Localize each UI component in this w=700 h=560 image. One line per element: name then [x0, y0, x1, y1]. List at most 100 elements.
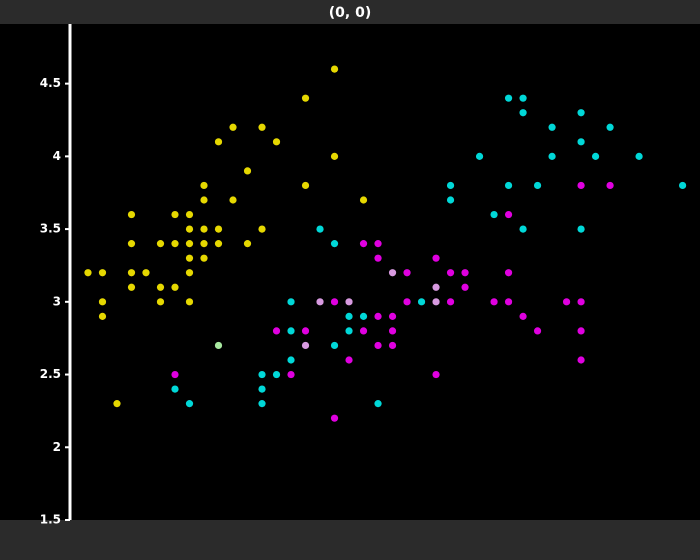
y-tick-label: 1.5	[40, 513, 61, 527]
point	[417, 298, 426, 306]
point	[156, 298, 165, 306]
point	[388, 269, 397, 277]
point	[403, 269, 411, 277]
point	[200, 254, 208, 262]
point	[577, 327, 585, 335]
point	[185, 400, 194, 408]
point	[243, 167, 252, 175]
point	[577, 356, 585, 364]
point	[374, 312, 382, 320]
point	[127, 210, 136, 219]
point	[345, 327, 353, 335]
point	[127, 269, 136, 277]
point	[113, 400, 121, 408]
point	[461, 283, 469, 291]
point	[504, 181, 513, 190]
point	[446, 269, 455, 277]
point	[678, 181, 687, 190]
point	[301, 94, 310, 102]
point	[200, 225, 208, 233]
point	[258, 123, 266, 131]
point	[548, 152, 556, 160]
point	[185, 210, 194, 219]
point	[432, 298, 440, 306]
point	[345, 356, 353, 364]
point	[577, 298, 585, 306]
point	[185, 269, 194, 277]
point	[214, 240, 223, 248]
y-tick-label: 4	[53, 149, 61, 163]
point	[577, 181, 585, 190]
point	[577, 225, 585, 233]
point	[171, 385, 179, 393]
point	[359, 240, 368, 248]
point	[185, 240, 194, 248]
point	[562, 298, 571, 306]
point	[635, 152, 643, 160]
chart-title: (0, 0)	[329, 5, 371, 21]
point	[98, 298, 107, 306]
point	[272, 370, 281, 379]
point	[171, 283, 179, 291]
point	[388, 312, 397, 320]
point	[258, 385, 266, 393]
point	[156, 283, 165, 291]
point	[287, 356, 295, 364]
point	[214, 225, 223, 233]
point	[330, 240, 339, 248]
point	[374, 400, 382, 408]
y-tick-label: 4.5	[40, 76, 61, 90]
point	[591, 152, 600, 160]
point	[533, 181, 542, 190]
point	[214, 138, 223, 146]
point	[229, 123, 237, 131]
point	[171, 240, 179, 248]
y-tick-label: 2	[53, 440, 61, 454]
point	[316, 225, 324, 233]
point	[461, 269, 469, 277]
point	[432, 283, 440, 291]
point	[316, 298, 324, 306]
point	[345, 298, 353, 306]
point	[171, 370, 179, 379]
point	[504, 210, 513, 219]
point	[287, 298, 295, 306]
point	[330, 152, 339, 160]
point	[359, 312, 368, 320]
point	[374, 341, 382, 350]
point	[504, 269, 513, 277]
point	[272, 138, 281, 146]
point	[519, 312, 527, 320]
point	[330, 298, 339, 306]
point	[475, 152, 484, 160]
point	[287, 370, 295, 379]
y-tick-label: 2.5	[40, 367, 61, 381]
plot-area	[0, 24, 700, 520]
point	[98, 269, 107, 277]
point	[519, 109, 527, 117]
point	[243, 240, 252, 248]
point	[185, 225, 194, 233]
point	[200, 181, 208, 190]
bottom-bar	[0, 520, 700, 560]
point	[272, 327, 281, 335]
y-tick-label: 3.5	[40, 222, 61, 236]
point	[403, 298, 411, 306]
point	[446, 196, 455, 204]
point	[577, 138, 585, 146]
point	[519, 94, 527, 102]
point	[577, 109, 585, 117]
point	[533, 327, 542, 335]
point	[359, 327, 368, 335]
point	[287, 327, 295, 335]
point	[432, 254, 440, 262]
point	[200, 196, 208, 204]
point	[548, 123, 556, 131]
point	[446, 298, 455, 306]
point	[229, 196, 237, 204]
point	[330, 65, 339, 73]
point	[127, 240, 136, 248]
point	[258, 400, 266, 408]
point	[200, 240, 208, 248]
